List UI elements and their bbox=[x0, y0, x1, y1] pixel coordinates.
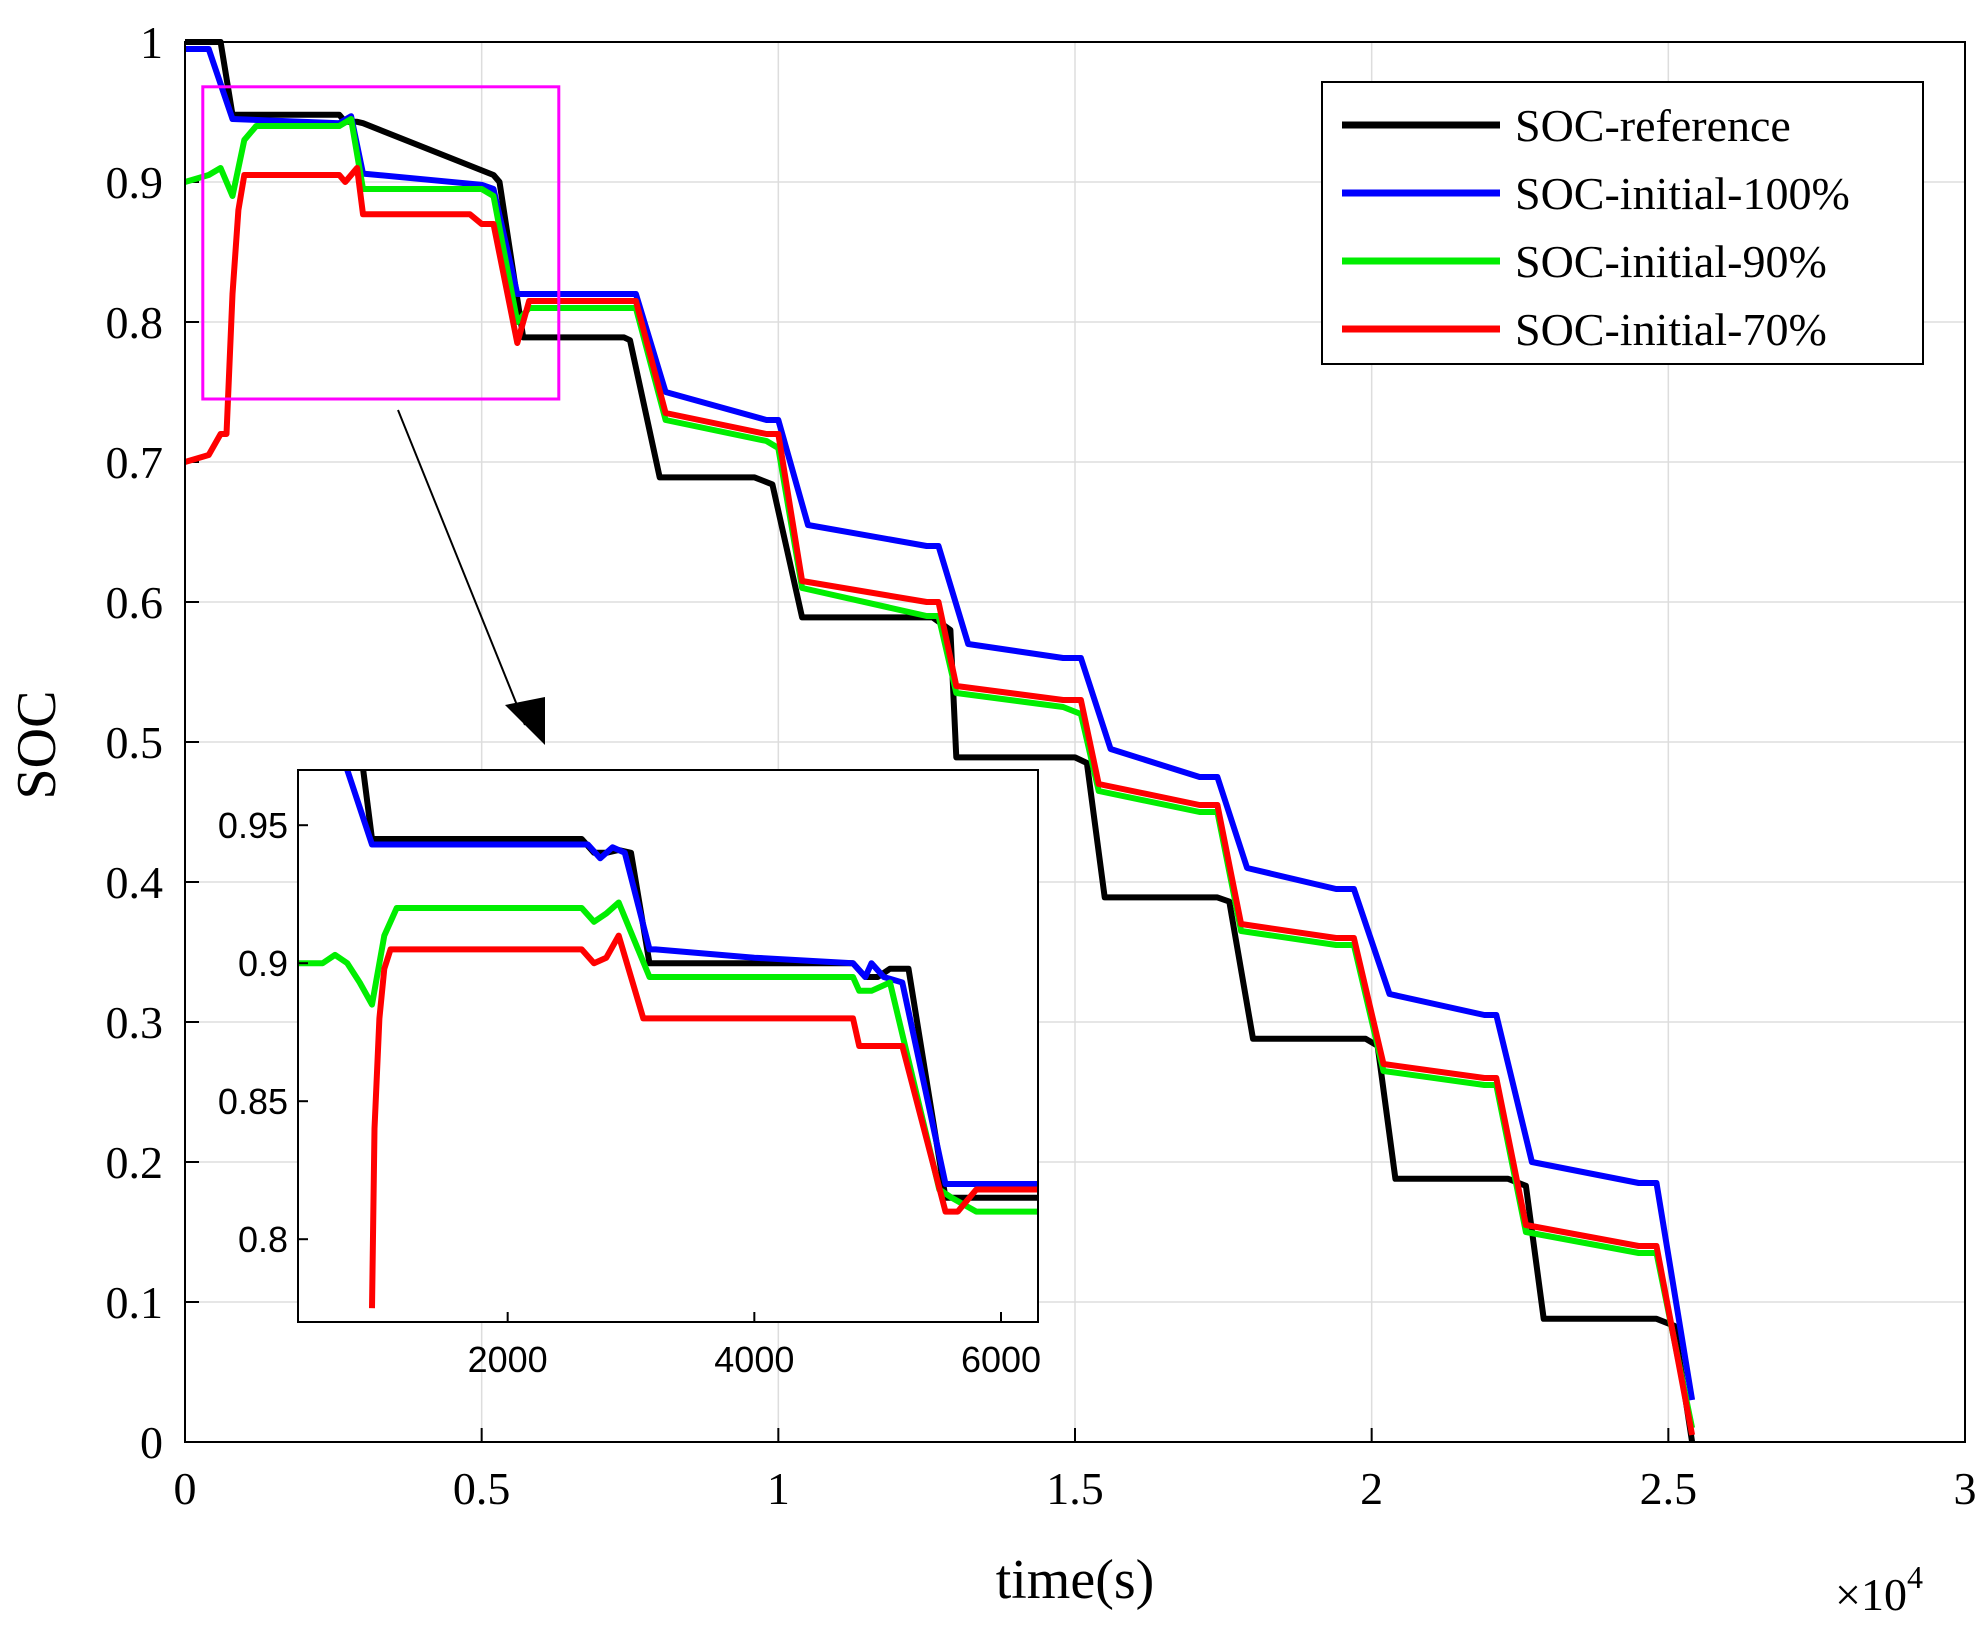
legend: SOC-reference SOC-initial-100% SOC-initi… bbox=[1321, 81, 1924, 365]
legend-label-initial-90: SOC-initial-90% bbox=[1515, 236, 1827, 287]
inset-y-tick-label: 0.95 bbox=[218, 805, 288, 846]
y-tick-label: 0.5 bbox=[106, 717, 164, 768]
inset-y-tick-label: 0.8 bbox=[238, 1219, 288, 1260]
inset-series-line-soc-initial-70 bbox=[369, 932, 1038, 1309]
series-line-soc-initial-70 bbox=[184, 165, 1696, 1436]
x-tick-label: 1 bbox=[767, 1463, 790, 1514]
y-tick-label: 0.7 bbox=[106, 437, 164, 488]
y-tick-label: 0 bbox=[140, 1417, 163, 1468]
x-axis-label: time(s) bbox=[996, 1549, 1155, 1611]
legend-label-initial-100: SOC-initial-100% bbox=[1515, 168, 1850, 219]
y-tick-label: 0.6 bbox=[106, 577, 164, 628]
x-multiplier-label: ×104 bbox=[1835, 1559, 1923, 1620]
zoom-arrow-line bbox=[397, 409, 526, 726]
x-tick-label: 2 bbox=[1360, 1463, 1383, 1514]
inset-y-tick-label: 0.85 bbox=[218, 1081, 288, 1122]
x-tick-label: 0 bbox=[174, 1463, 197, 1514]
zoom-arrow-head bbox=[505, 697, 545, 745]
y-tick-label: 0.2 bbox=[106, 1137, 164, 1188]
y-tick-label: 0.4 bbox=[106, 857, 164, 908]
y-tick-label: 0.1 bbox=[106, 1277, 164, 1328]
y-tick-label: 0.9 bbox=[106, 157, 164, 208]
inset-x-tick-label: 4000 bbox=[714, 1339, 794, 1380]
inset-series-line-soc-initial-100 bbox=[344, 770, 1038, 1187]
x-tick-label: 0.5 bbox=[453, 1463, 511, 1514]
legend-box bbox=[1321, 81, 1924, 365]
main-plot-frame bbox=[184, 41, 1966, 1443]
inset-plot-frame bbox=[297, 769, 1039, 1323]
legend-label-reference: SOC-reference bbox=[1515, 100, 1791, 151]
main-series-group bbox=[184, 39, 1696, 1443]
y-tick-label: 0.8 bbox=[106, 297, 164, 348]
y-tick-label: 0.3 bbox=[106, 997, 164, 1048]
x-tick-label: 2.5 bbox=[1640, 1463, 1698, 1514]
zoom-region-box bbox=[201, 85, 561, 401]
inset-x-tick-label: 2000 bbox=[468, 1339, 548, 1380]
x-tick-label: 1.5 bbox=[1046, 1463, 1104, 1514]
inset-plot: 2000 4000 6000 0.8 0.85 0.9 0.95 bbox=[218, 769, 1041, 1380]
inset-series-group bbox=[298, 770, 1038, 1309]
inset-x-tick-label: 6000 bbox=[961, 1339, 1041, 1380]
zoom-arrow bbox=[397, 409, 545, 745]
inset-tick-labels: 2000 4000 6000 0.8 0.85 0.9 0.95 bbox=[218, 805, 1041, 1380]
x-tick-label: 3 bbox=[1954, 1463, 1977, 1514]
legend-label-initial-70: SOC-initial-70% bbox=[1515, 304, 1827, 355]
y-axis-label: SOC bbox=[6, 691, 68, 800]
inset-background bbox=[298, 770, 1038, 1322]
inset-y-tick-label: 0.9 bbox=[238, 943, 288, 984]
series-line-soc-initial-90 bbox=[184, 116, 1696, 1429]
y-tick-label: 1 bbox=[140, 17, 163, 68]
main-tick-labels: 0 0.5 1 1.5 2 2.5 3 0 0.1 0.2 0.3 0.4 0.5 0.6 0.7 0.8 0.… bbox=[106, 17, 1977, 1514]
